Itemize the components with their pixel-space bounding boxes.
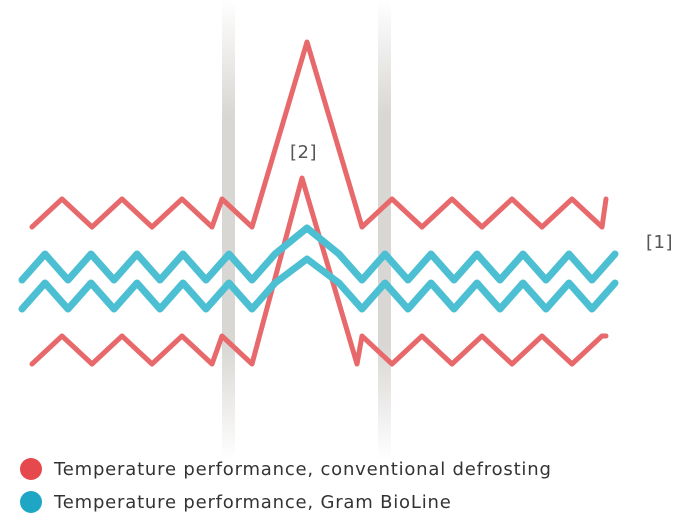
- marker-2-label: [2]: [290, 142, 317, 163]
- door-opening-band-right: [378, 0, 391, 460]
- legend-label-conventional: Temperature performance, conventional de…: [54, 458, 552, 480]
- door-opening-band-left: [222, 0, 235, 460]
- conventional-lower-line: [29, 175, 609, 367]
- legend-item-conventional: Temperature performance, conventional de…: [20, 458, 552, 480]
- bioline-upper-line: [18, 224, 619, 284]
- marker-1-label: [1]: [646, 232, 673, 253]
- bioline-lower-line: [18, 255, 619, 313]
- red-dot-icon: [20, 458, 42, 480]
- legend-label-bioline: Temperature performance, Gram BioLine: [54, 491, 452, 513]
- conventional-upper-line: [29, 39, 609, 230]
- legend-item-bioline: Temperature performance, Gram BioLine: [20, 491, 452, 513]
- blue-dot-icon: [20, 491, 42, 513]
